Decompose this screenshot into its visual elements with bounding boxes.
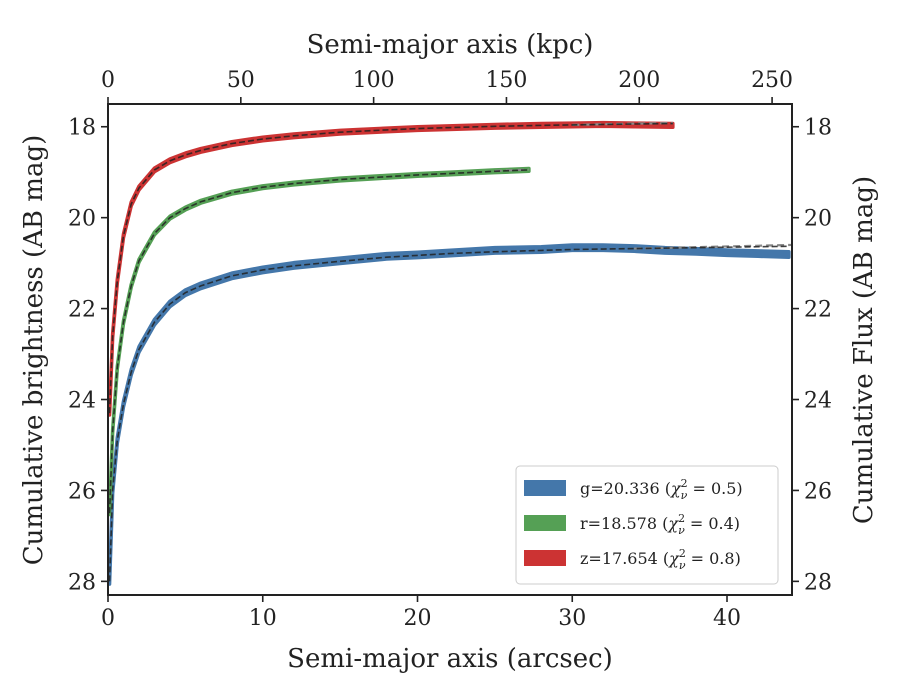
model-line-2 [108,122,673,414]
y2-tick-label: 20 [804,207,832,232]
y2-tick-label: 18 [804,116,832,141]
y2-tick-label: 28 [804,570,832,595]
x2-tick-label: 250 [751,68,793,93]
plot-area [107,120,793,586]
y-tick-label: 18 [68,116,96,141]
series-band-0 [107,243,791,586]
x2-axis-title: Semi-major axis (kpc) [307,30,594,60]
x-tick-label: 30 [558,606,586,631]
x2-tick-label: 0 [101,68,115,93]
legend-box [515,465,779,585]
y-tick-label: 20 [68,207,96,232]
legend-swatch-0 [524,480,566,496]
plot-frame [107,103,793,596]
x-axis-title: Semi-major axis (arcsec) [287,644,613,674]
x-tick-label: 40 [713,606,741,631]
legend-label-1: r=18.578 (χ2 ν = 0.4) [580,512,740,537]
extrapolation-line-2 [572,121,673,127]
model-line-0 [108,245,789,582]
x2-tick-label: 100 [353,68,395,93]
x2-tick-label: 50 [227,68,255,93]
legend-label-2: z=17.654 (χ2 ν = 0.8) [580,547,741,572]
series-band-2 [107,120,675,417]
x-tick-label: 20 [404,606,432,631]
series-band-1 [107,166,531,517]
y2-tick-label: 22 [804,298,832,323]
x-tick-label: 0 [101,606,115,631]
x2-tick-label: 200 [618,68,660,93]
axes: 0 10 20 30 40 0 50 100 150 200 250 18 18 20 20 22 22 24 24… [68,68,832,631]
y2-tick-label: 26 [804,479,832,504]
y2-tick-label: 24 [804,389,832,414]
y-tick-label: 24 [68,389,96,414]
y2-axis-title: Cumulative Flux (AB mag) [849,176,879,524]
y-tick-label: 28 [68,570,96,595]
x2-tick-label: 150 [485,68,527,93]
legend-swatch-2 [524,550,566,566]
legend-label-0: g=20.336 (χ2 ν = 0.5) [580,477,743,502]
legend-swatch-1 [524,515,566,531]
y-tick-label: 26 [68,479,96,504]
y-tick-label: 22 [68,298,96,323]
x-tick-label: 10 [249,606,277,631]
model-line-1 [108,169,529,514]
legend: g=20.336 (χ2 ν = 0.5) r=18.578 (χ2 ν = 0.4)… [515,465,779,585]
y-axis-title: Cumulative brightness (AB mag) [19,135,49,566]
